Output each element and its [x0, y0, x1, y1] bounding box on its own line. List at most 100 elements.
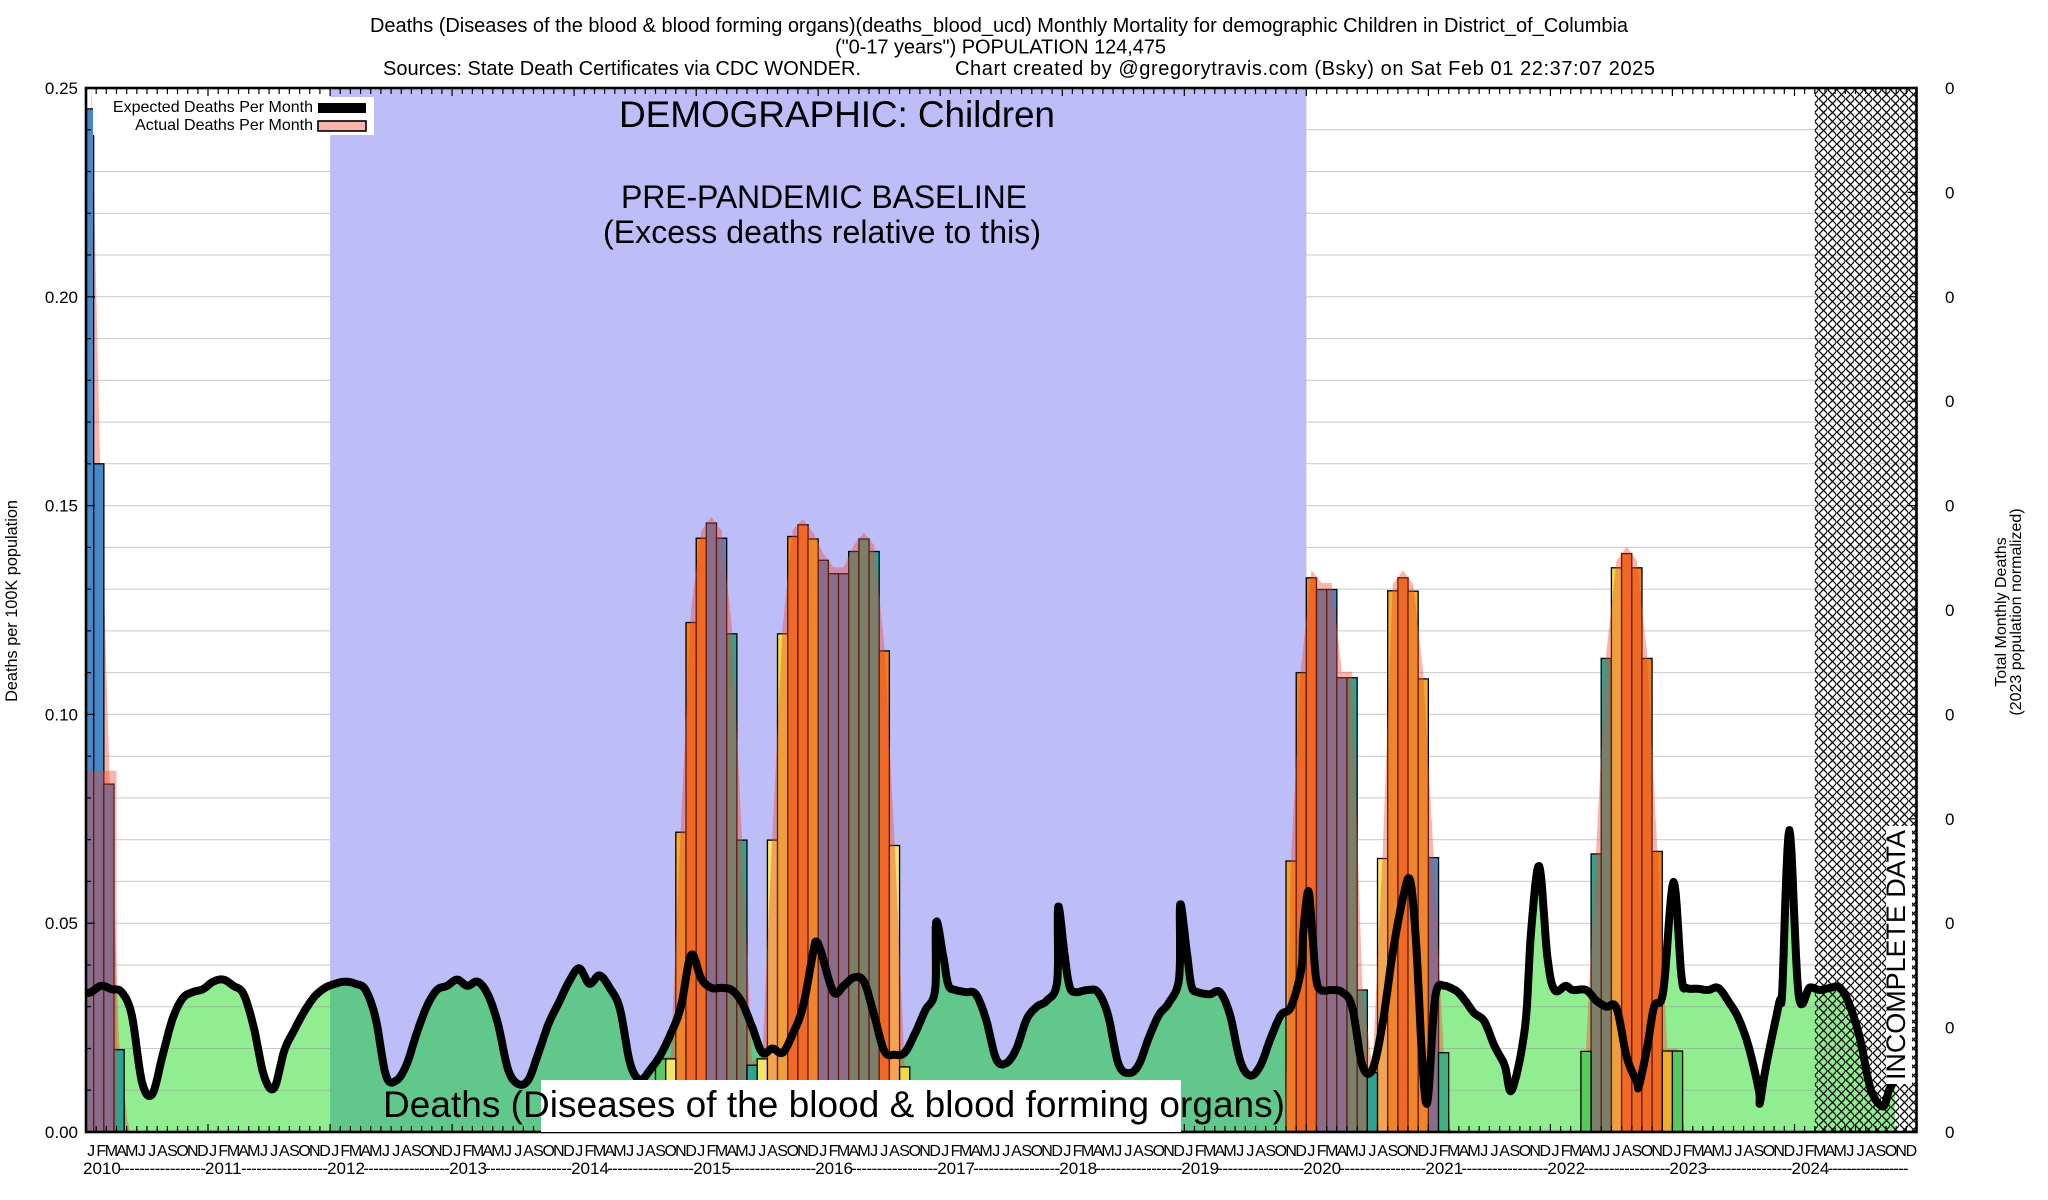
svg-text:S: S — [411, 1143, 422, 1160]
svg-text:M: M — [1325, 1143, 1338, 1160]
svg-text:0: 0 — [1945, 183, 1954, 202]
svg-text:Deaths per 100K population: Deaths per 100K population — [3, 500, 21, 702]
svg-text:0.05: 0.05 — [45, 914, 78, 933]
svg-text:-----------------: ----------------- — [485, 1159, 572, 1178]
svg-text:A: A — [767, 1143, 778, 1160]
svg-text:M: M — [247, 1143, 260, 1160]
svg-text:M: M — [1081, 1143, 1094, 1160]
svg-text:-----------------: ----------------- — [1339, 1159, 1426, 1178]
svg-text:F: F — [340, 1143, 350, 1160]
svg-text:J: J — [1368, 1143, 1376, 1160]
svg-text:S: S — [1631, 1143, 1642, 1160]
svg-text:D: D — [1784, 1143, 1796, 1160]
svg-text:D: D — [929, 1143, 941, 1160]
svg-text:N: N — [1285, 1143, 1297, 1160]
svg-text:2013: 2013 — [449, 1159, 487, 1178]
svg-text:J: J — [1246, 1143, 1254, 1160]
svg-text:0: 0 — [1945, 705, 1954, 724]
svg-text:O: O — [787, 1143, 799, 1160]
svg-text:-----------------: ----------------- — [851, 1159, 938, 1178]
svg-text:0.00: 0.00 — [45, 1123, 78, 1142]
svg-text:N: N — [309, 1143, 321, 1160]
svg-text:-----------------: ----------------- — [729, 1159, 816, 1178]
svg-text:N: N — [187, 1143, 199, 1160]
svg-text:M: M — [613, 1143, 626, 1160]
svg-text:F: F — [463, 1143, 473, 1160]
svg-text:2018: 2018 — [1059, 1159, 1097, 1178]
svg-text:J: J — [1796, 1143, 1804, 1160]
svg-text:INCOMPLETE DATA: INCOMPLETE DATA — [1881, 830, 1911, 1080]
svg-text:A: A — [645, 1143, 656, 1160]
svg-text:2022: 2022 — [1547, 1159, 1585, 1178]
svg-text:A: A — [401, 1143, 412, 1160]
svg-text:Chart created by @gregorytravi: Chart created by @gregorytravis.com (Bsk… — [955, 58, 1655, 80]
svg-text:A: A — [1703, 1143, 1714, 1160]
svg-text:Sources: State Death Certifica: Sources: State Death Certificates via CD… — [383, 58, 861, 80]
svg-text:A: A — [604, 1143, 615, 1160]
svg-text:F: F — [1073, 1143, 1083, 1160]
svg-text:Deaths (Diseases of the blood: Deaths (Diseases of the blood & blood fo… — [370, 15, 1629, 37]
svg-text:2017: 2017 — [937, 1159, 975, 1178]
svg-text:A: A — [1255, 1143, 1266, 1160]
svg-text:2011: 2011 — [205, 1159, 242, 1178]
svg-text:(2023 population normalized): (2023 population normalized) — [2008, 508, 2025, 715]
svg-text:Total Monthly Deaths: Total Monthly Deaths — [1993, 537, 2010, 686]
svg-text:J: J — [1307, 1143, 1315, 1160]
svg-text:A: A — [726, 1143, 737, 1160]
svg-text:J: J — [270, 1143, 278, 1160]
svg-text:O: O — [1763, 1143, 1775, 1160]
svg-text:J: J — [636, 1143, 644, 1160]
svg-text:0: 0 — [1945, 79, 1954, 98]
svg-text:A: A — [360, 1143, 371, 1160]
svg-text:0: 0 — [1945, 914, 1954, 933]
svg-text:D: D — [1540, 1143, 1552, 1160]
svg-text:S: S — [1387, 1143, 1398, 1160]
svg-text:M: M — [227, 1143, 240, 1160]
svg-text:J: J — [260, 1143, 268, 1160]
svg-text:0: 0 — [1945, 1019, 1954, 1038]
svg-text:2014: 2014 — [571, 1159, 609, 1178]
svg-text:S: S — [289, 1143, 300, 1160]
svg-text:A: A — [116, 1143, 127, 1160]
svg-text:M: M — [979, 1143, 992, 1160]
svg-text:S: S — [1754, 1143, 1765, 1160]
svg-text:S: S — [1021, 1143, 1032, 1160]
svg-text:J: J — [1613, 1143, 1621, 1160]
svg-text:J: J — [1552, 1143, 1560, 1160]
svg-text:A: A — [1459, 1143, 1470, 1160]
svg-text:S: S — [533, 1143, 544, 1160]
svg-text:M: M — [349, 1143, 362, 1160]
svg-text:M: M — [837, 1143, 850, 1160]
svg-text:J: J — [504, 1143, 512, 1160]
svg-text:J: J — [1480, 1143, 1488, 1160]
svg-text:M: M — [1569, 1143, 1582, 1160]
svg-text:M: M — [1447, 1143, 1460, 1160]
svg-text:J: J — [941, 1143, 949, 1160]
svg-text:J: J — [1185, 1143, 1193, 1160]
svg-text:M: M — [125, 1143, 138, 1160]
svg-text:F: F — [1683, 1143, 1693, 1160]
svg-text:O: O — [420, 1143, 432, 1160]
svg-text:A: A — [1011, 1143, 1022, 1160]
svg-text:A: A — [1133, 1143, 1144, 1160]
svg-text:S: S — [167, 1143, 178, 1160]
svg-text:F: F — [951, 1143, 961, 1160]
svg-text:J: J — [1857, 1143, 1865, 1160]
svg-text:O: O — [909, 1143, 921, 1160]
svg-text:S: S — [1509, 1143, 1520, 1160]
svg-text:-----------------: ----------------- — [241, 1159, 328, 1178]
svg-text:2020: 2020 — [1303, 1159, 1341, 1178]
svg-text:J: J — [138, 1143, 146, 1160]
svg-text:J: J — [209, 1143, 217, 1160]
svg-text:M: M — [491, 1143, 504, 1160]
svg-text:M: M — [1101, 1143, 1114, 1160]
svg-text:A: A — [1377, 1143, 1388, 1160]
svg-text:J: J — [626, 1143, 634, 1160]
svg-text:A: A — [889, 1143, 900, 1160]
svg-text:A: A — [970, 1143, 981, 1160]
svg-text:J: J — [1602, 1143, 1610, 1160]
svg-text:M: M — [1223, 1143, 1236, 1160]
svg-text:J: J — [992, 1143, 1000, 1160]
svg-text:N: N — [1407, 1143, 1419, 1160]
svg-text:A: A — [1499, 1143, 1510, 1160]
